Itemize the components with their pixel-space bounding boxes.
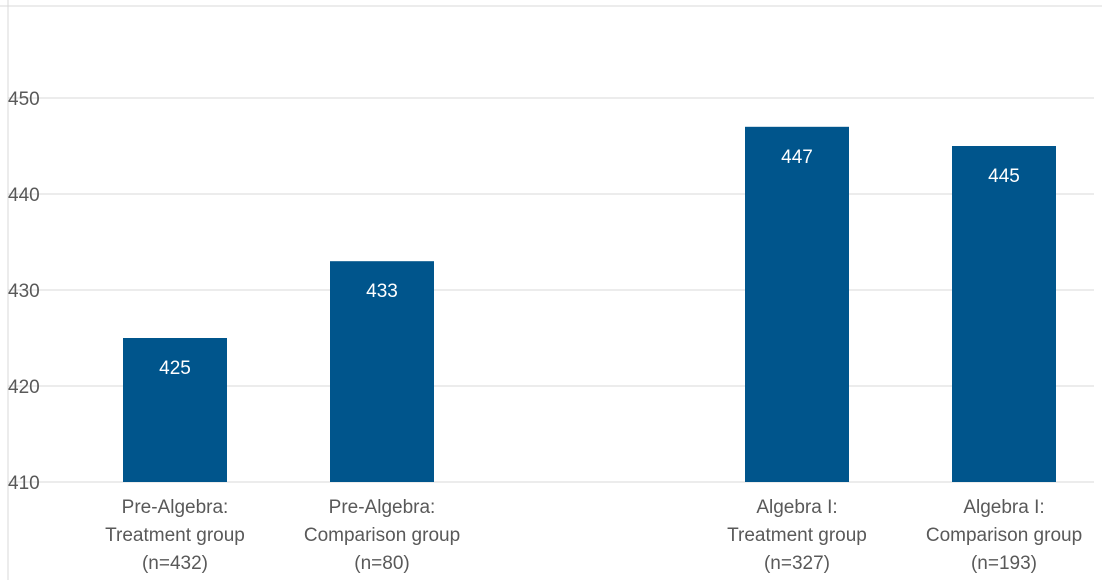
bar	[330, 261, 434, 482]
data-label: 425	[159, 358, 191, 379]
bar	[123, 338, 227, 482]
y-tick-label: 410	[8, 473, 40, 494]
x-tick-label: Algebra I:	[963, 497, 1044, 518]
y-tick-label: 420	[8, 377, 40, 398]
x-tick-label: Pre-Algebra:	[122, 497, 229, 518]
y-tick-label: 440	[8, 185, 40, 206]
x-tick-label: (n=327)	[764, 553, 830, 574]
x-tick-label: Comparison group	[926, 525, 1082, 546]
data-label: 433	[366, 281, 398, 302]
x-tick-label: (n=193)	[971, 553, 1037, 574]
x-axis: Pre-Algebra: Treatment group (n=432) Pre-Al…	[105, 497, 1082, 574]
y-tick-label: 450	[8, 89, 40, 110]
x-tick-label: (n=432)	[142, 553, 208, 574]
x-tick-label: Pre-Algebra:	[329, 497, 436, 518]
y-tick-label: 430	[8, 281, 40, 302]
x-tick-label: (n=80)	[354, 553, 409, 574]
data-labels: 425 433 447 445	[159, 147, 1020, 379]
data-label: 447	[781, 147, 813, 168]
bar	[952, 146, 1056, 482]
bars	[123, 126, 1056, 483]
x-tick-label: Treatment group	[727, 525, 867, 546]
data-label: 445	[988, 166, 1020, 187]
x-tick-label: Treatment group	[105, 525, 245, 546]
bar	[745, 126, 849, 483]
x-tick-label: Algebra I:	[756, 497, 837, 518]
y-axis: 410 420 430 440 450	[8, 89, 40, 494]
x-tick-label: Comparison group	[304, 525, 460, 546]
